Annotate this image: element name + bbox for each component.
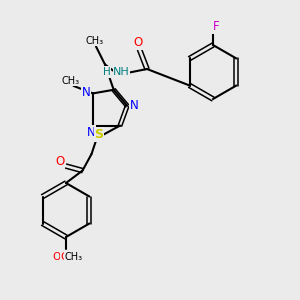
Text: S: S [94,128,103,141]
Text: N: N [129,99,138,112]
Text: NH: NH [113,67,130,77]
Text: H: H [103,67,110,77]
Text: O: O [56,155,64,168]
Text: F: F [213,20,219,34]
Text: N: N [82,86,91,99]
Text: CH₃: CH₃ [61,76,80,85]
Text: OCH₃: OCH₃ [52,251,80,262]
Text: N: N [87,126,96,139]
Text: CH₃: CH₃ [64,251,82,262]
Text: O: O [134,36,142,50]
Text: O: O [60,251,69,262]
Text: CH₃: CH₃ [85,35,103,46]
